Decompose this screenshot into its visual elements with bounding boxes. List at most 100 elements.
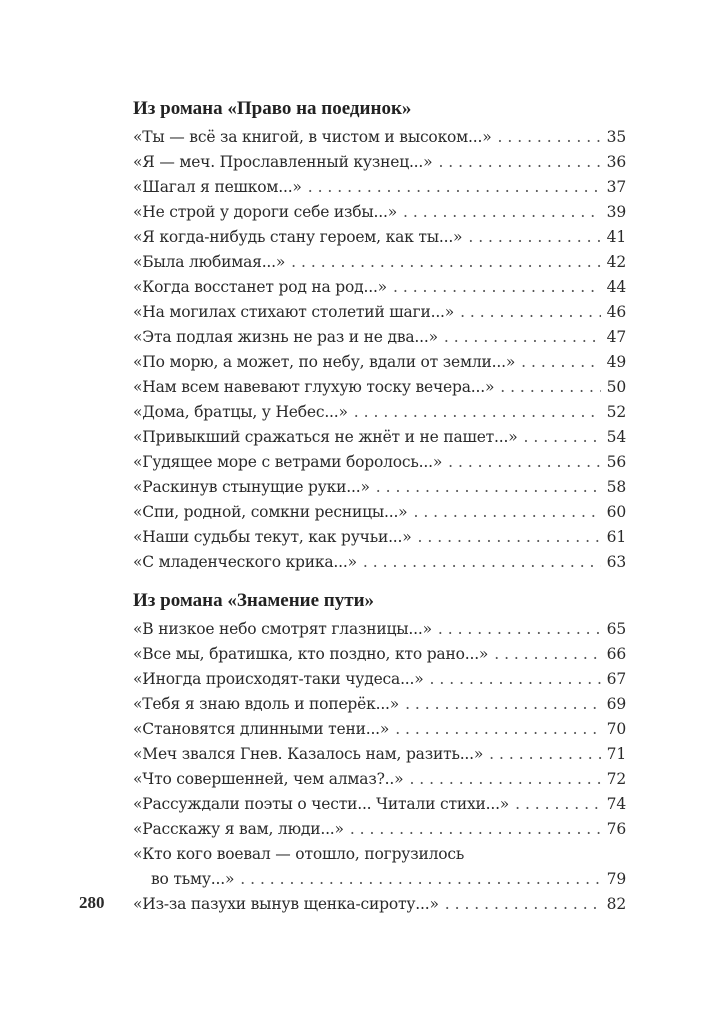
entry-title: «Шагал я пешком...» <box>133 178 302 196</box>
dot-leader <box>438 617 601 642</box>
entry-page: 79 <box>606 870 626 888</box>
toc-entry[interactable]: «Дома, братцы, у Небес...» 52 <box>133 400 626 425</box>
entry-page: 39 <box>606 203 626 221</box>
entry-page: 58 <box>606 478 626 496</box>
entry-page: 61 <box>606 528 626 546</box>
toc-entry[interactable]: «Спи, родной, сомкни ресницы...» 60 <box>133 500 626 525</box>
entry-title: «Я — меч. Прославленный кузнец...» <box>133 153 433 171</box>
entry-page: 63 <box>606 553 626 571</box>
entry-page: 42 <box>606 253 626 271</box>
toc-entry[interactable]: «Раскинув стынущие руки...» 58 <box>133 475 626 500</box>
dot-leader <box>468 225 600 250</box>
entry-title: «Рассуждали поэты о чести... Читали стих… <box>133 795 510 813</box>
entry-page: 56 <box>606 453 626 471</box>
dot-leader <box>494 642 600 667</box>
entry-title: «Не строй у дороги себе избы...» <box>133 203 398 221</box>
entry-title: «Была любимая...» <box>133 253 286 271</box>
toc-entry[interactable]: «Из-за пазухи вынув щенка-сироту...» 82 <box>133 892 626 917</box>
toc-entry[interactable]: «На могилах стихают столетий шаги...» 46 <box>133 300 626 325</box>
toc-entry[interactable]: «Нам всем навевают глухую тоску вечера..… <box>133 375 626 400</box>
dot-leader <box>413 500 600 525</box>
entry-page: 50 <box>606 378 626 396</box>
toc-entry[interactable]: «Шагал я пешком...» 37 <box>133 175 626 200</box>
toc-entry[interactable]: «Была любимая...» 42 <box>133 250 626 275</box>
dot-leader <box>409 767 600 792</box>
dot-leader <box>460 300 601 325</box>
entry-title: «Кто кого воевал — отошло, погрузилось <box>133 845 465 863</box>
entry-title: «Дома, братцы, у Небес...» <box>133 403 348 421</box>
toc-entry[interactable]: «Кто кого воевал — отошло, погрузилось <box>133 842 626 867</box>
toc-entry[interactable]: «Не строй у дороги себе избы...» 39 <box>133 200 626 225</box>
toc-entry[interactable]: «Привыкший сражаться не жнёт и не пашет.… <box>133 425 626 450</box>
toc-entry[interactable]: «Наши судьбы текут, как ручьи...» 61 <box>133 525 626 550</box>
dot-leader <box>350 817 601 842</box>
dot-leader <box>500 375 600 400</box>
entry-title: «Что совершенней, чем алмаз?..» <box>133 770 404 788</box>
entry-title: «Привыкший сражаться не жнёт и не пашет.… <box>133 428 518 446</box>
entry-page: 71 <box>606 745 626 763</box>
entry-title: «Гудящее море с ветрами боролось...» <box>133 453 443 471</box>
dot-leader <box>515 792 601 817</box>
toc-entry[interactable]: «Я когда-нибудь стану героем, как ты...»… <box>133 225 626 250</box>
entry-title: «Ты — всё за книгой, в чистом и высоком.… <box>133 128 492 146</box>
dot-leader <box>498 125 601 150</box>
entry-title: «Все мы, братишка, кто поздно, кто рано.… <box>133 645 489 663</box>
entry-page: 36 <box>606 153 626 171</box>
toc-entry[interactable]: «Иногда происходят-таки чудеса...» 67 <box>133 667 626 692</box>
entry-title: «Когда восстанет род на род...» <box>133 278 387 296</box>
entry-page: 35 <box>606 128 626 146</box>
dot-leader <box>395 717 600 742</box>
toc-entry[interactable]: «Становятся длинными тени...» 70 <box>133 717 626 742</box>
entry-page: 66 <box>606 645 626 663</box>
section-heading: Из романа «Знамение пути» <box>133 590 375 611</box>
entry-title: «В низкое небо смотрят глазницы...» <box>133 620 432 638</box>
entry-title: «Эта подлая жизнь не раз и не два...» <box>133 328 438 346</box>
toc-entry[interactable]: «Меч звался Гнев. Казалось нам, разить..… <box>133 742 626 767</box>
toc-entry[interactable]: «Эта подлая жизнь не раз и не два...» 47 <box>133 325 626 350</box>
dot-leader <box>291 250 601 275</box>
entry-page: 70 <box>606 720 626 738</box>
entry-page: 65 <box>606 620 626 638</box>
toc-entry[interactable]: «Ты — всё за книгой, в чистом и высоком.… <box>133 125 626 150</box>
entry-page: 46 <box>606 303 626 321</box>
dot-leader <box>376 475 601 500</box>
toc-entry[interactable]: «Тебя я знаю вдоль и поперёк...» 69 <box>133 692 626 717</box>
entry-title: «На могилах стихают столетий шаги...» <box>133 303 455 321</box>
toc-entry[interactable]: «Что совершенней, чем алмаз?..» 72 <box>133 767 626 792</box>
dot-leader <box>489 742 601 767</box>
toc-entry[interactable]: «Я — меч. Прославленный кузнец...» 36 <box>133 150 626 175</box>
toc-entry[interactable]: «С младенческого крика...» 63 <box>133 550 626 575</box>
toc-entry[interactable]: «В низкое небо смотрят глазницы...» 65 <box>133 617 626 642</box>
entry-title: во тьму...» <box>151 870 235 888</box>
toc-entry[interactable]: «Все мы, братишка, кто поздно, кто рано.… <box>133 642 626 667</box>
toc-entry[interactable]: во тьму...» 79 <box>133 867 626 892</box>
dot-leader <box>393 275 601 300</box>
entry-page: 67 <box>606 670 626 688</box>
dot-leader <box>403 200 601 225</box>
toc-entry[interactable]: «По морю, а может, по небу, вдали от зем… <box>133 350 626 375</box>
dot-leader <box>448 450 601 475</box>
toc-entry[interactable]: «Гудящее море с ветрами боролось...» 56 <box>133 450 626 475</box>
entry-title: «Нам всем навевают глухую тоску вечера..… <box>133 378 495 396</box>
entry-title: «Я когда-нибудь стану героем, как ты...» <box>133 228 463 246</box>
toc-entry[interactable]: «Расскажу я вам, люди...» 76 <box>133 817 626 842</box>
entry-title: «Тебя я знаю вдоль и поперёк...» <box>133 695 400 713</box>
dot-leader <box>438 150 600 175</box>
entry-title: «Наши судьбы текут, как ручьи...» <box>133 528 412 546</box>
entry-page: 72 <box>606 770 626 788</box>
dot-leader <box>405 692 601 717</box>
toc-entry[interactable]: «Когда восстанет род на род...» 44 <box>133 275 626 300</box>
entry-page: 76 <box>606 820 626 838</box>
toc-entry[interactable]: «Рассуждали поэты о чести... Читали стих… <box>133 792 626 817</box>
entry-title: «Становятся длинными тени...» <box>133 720 390 738</box>
entry-page: 37 <box>606 178 626 196</box>
entry-page: 54 <box>606 428 626 446</box>
entry-title: «Раскинув стынущие руки...» <box>133 478 370 496</box>
entry-page: 47 <box>606 328 626 346</box>
table-of-contents: Из романа «Право на поединок» «Ты — всё з… <box>133 96 626 917</box>
entry-page: 41 <box>606 228 626 246</box>
entry-title: «С младенческого крика...» <box>133 553 357 571</box>
entry-title: «Иногда происходят-таки чудеса...» <box>133 670 424 688</box>
entry-page: 82 <box>606 895 626 913</box>
dot-leader <box>354 400 601 425</box>
